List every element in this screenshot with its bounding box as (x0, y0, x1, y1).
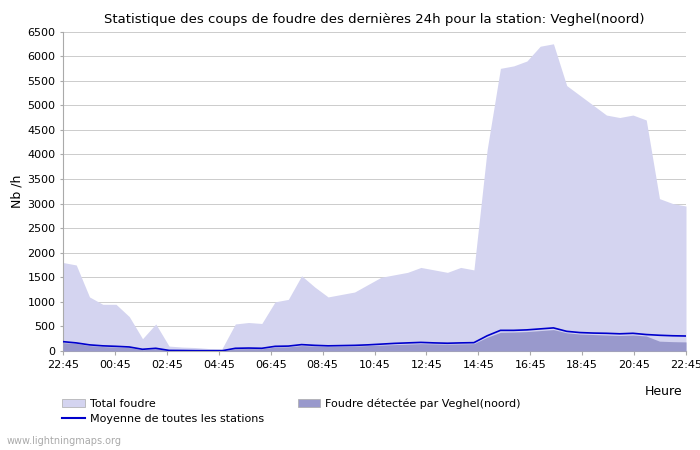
Y-axis label: Nb /h: Nb /h (10, 175, 23, 208)
Title: Statistique des coups de foudre des dernières 24h pour la station: Veghel(noord): Statistique des coups de foudre des dern… (104, 13, 645, 26)
Text: Heure: Heure (645, 385, 682, 398)
Text: www.lightningmaps.org: www.lightningmaps.org (7, 436, 122, 446)
Legend: Total foudre, Moyenne de toutes les stations, Foudre détectée par Veghel(noord): Total foudre, Moyenne de toutes les stat… (62, 398, 521, 424)
